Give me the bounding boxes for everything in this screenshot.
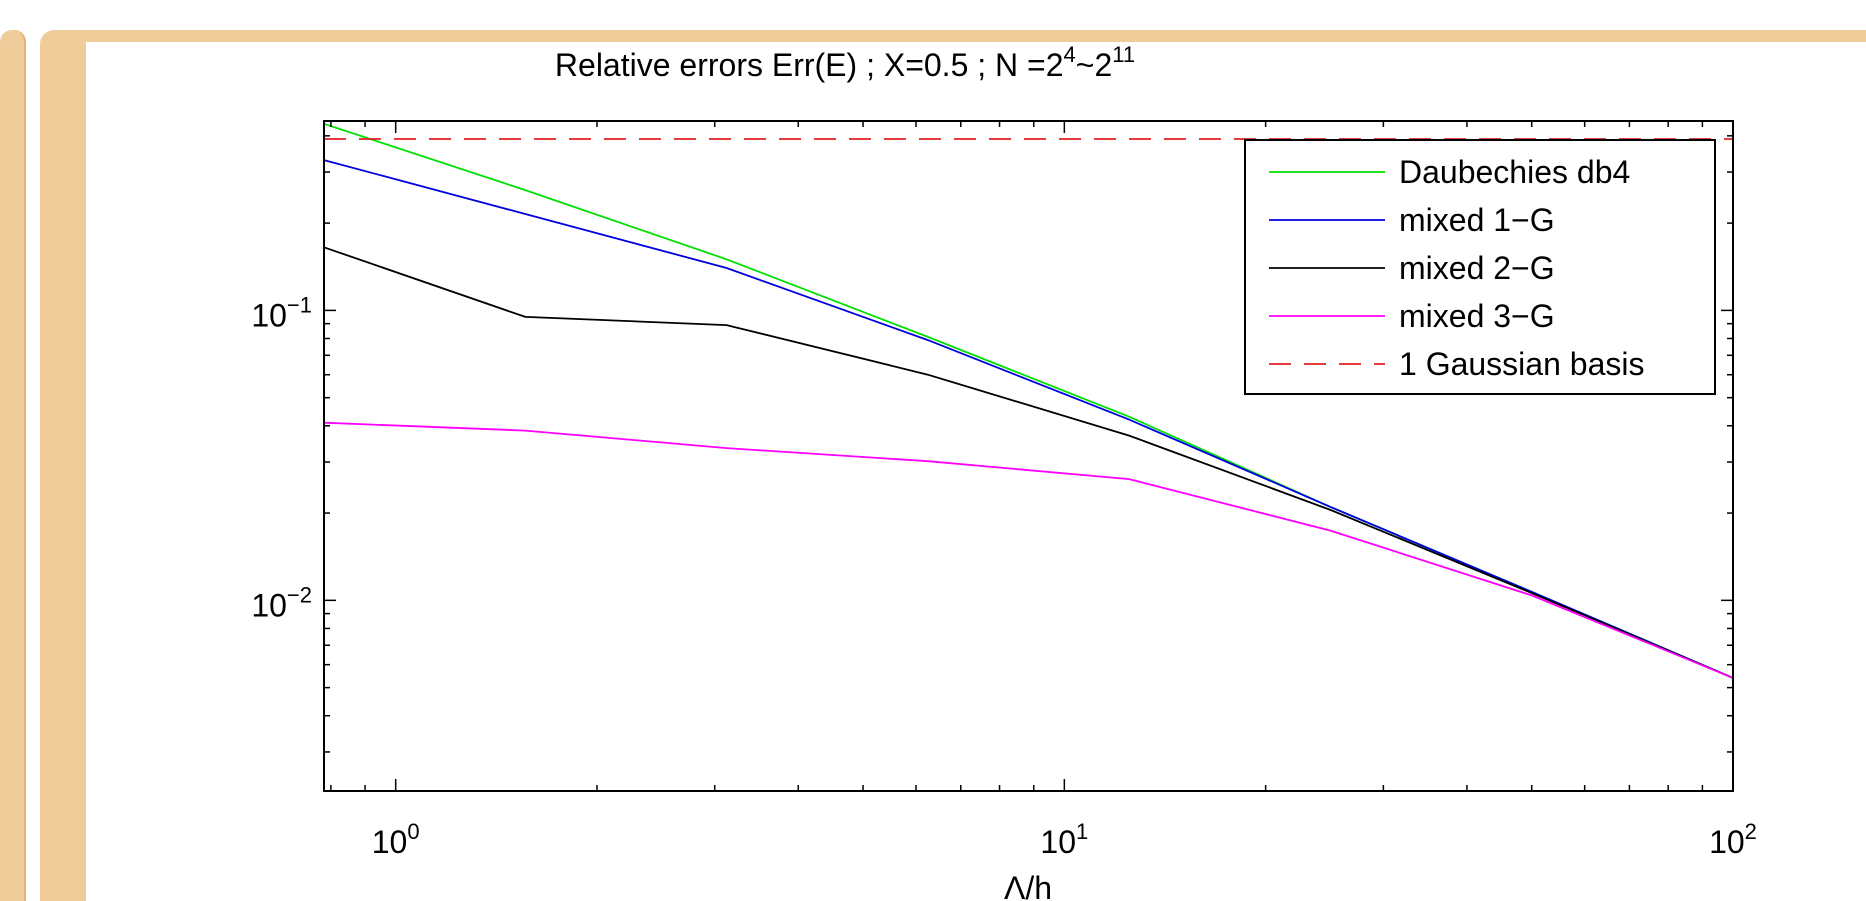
legend-box	[1244, 139, 1716, 395]
x-tick-label-base: 10	[372, 824, 408, 860]
x-axis-label: Λ/h	[1004, 870, 1052, 901]
axes-box	[323, 120, 1734, 792]
y-tick-label-0: 10−1	[251, 292, 312, 333]
title-exp2: 11	[1112, 42, 1135, 67]
top-strip	[0, 0, 1866, 30]
x-tick-label-0: 100	[372, 819, 420, 860]
title-base: Relative errors Err(E) ; X=0.5 ; N =2	[555, 47, 1064, 83]
legend-label-0: Daubechies db4	[1399, 154, 1630, 190]
legend-label-1: mixed 1−G	[1399, 202, 1555, 238]
legend-label-2: mixed 2−G	[1399, 250, 1555, 286]
legend-label-3: mixed 3−G	[1399, 298, 1555, 334]
x-tick-label-1: 101	[1040, 819, 1088, 860]
y-tick-label-exp: −1	[287, 292, 312, 317]
title-tilde: ~2	[1076, 47, 1112, 83]
x-tick-label-base: 10	[1040, 824, 1076, 860]
y-tick-label-exp: −2	[287, 582, 312, 607]
x-tick-label-2: 102	[1709, 819, 1757, 860]
series-line-1	[323, 159, 1734, 679]
left-frame-panel	[0, 30, 26, 901]
y-tick-label-1: 10−2	[251, 582, 312, 623]
x-tick-label-exp: 0	[407, 819, 419, 844]
series-line-3	[323, 421, 1734, 679]
series-line-2	[323, 246, 1734, 679]
chart-title: Relative errors Err(E) ; X=0.5 ; N =24~2…	[555, 42, 1135, 83]
y-tick-label-base: 10	[251, 297, 287, 333]
title-exp1: 4	[1064, 42, 1076, 67]
x-tick-label-exp: 2	[1745, 819, 1757, 844]
x-tick-label-base: 10	[1709, 824, 1745, 860]
y-tick-label-base: 10	[251, 587, 287, 623]
legend-label-4: 1 Gaussian basis	[1399, 346, 1644, 382]
x-tick-label-exp: 1	[1076, 819, 1088, 844]
